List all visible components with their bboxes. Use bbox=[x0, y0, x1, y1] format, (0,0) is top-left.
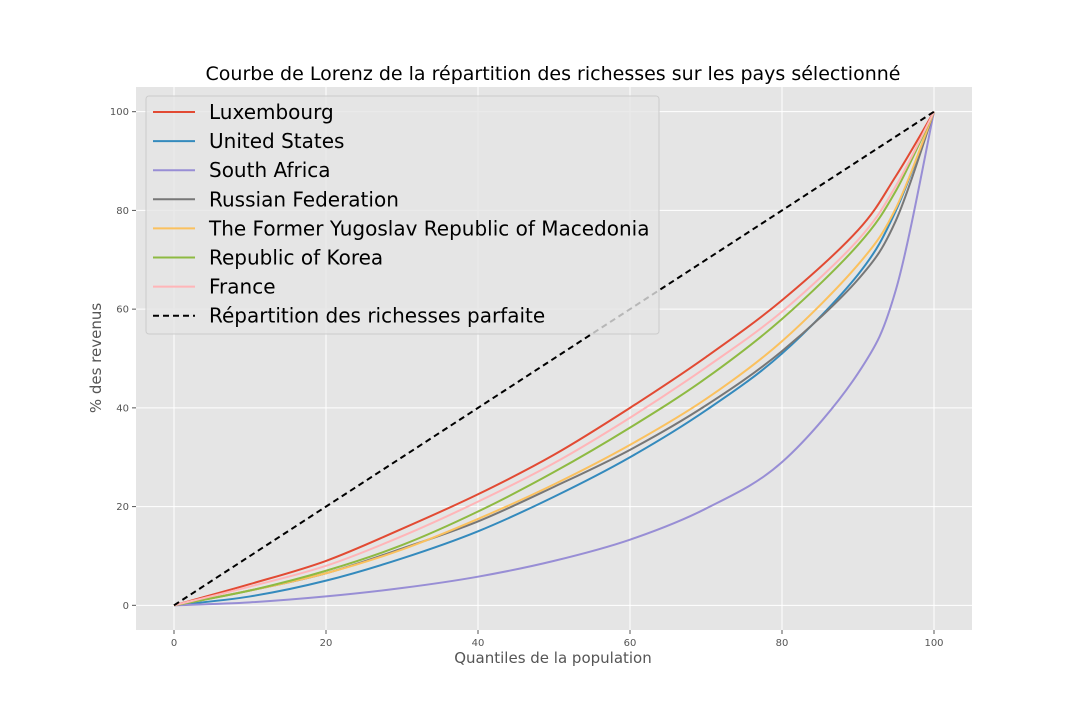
series-line-2 bbox=[173, 111, 935, 607]
x-tick-label: 40 bbox=[472, 638, 485, 649]
legend-label: South Africa bbox=[209, 158, 331, 182]
x-axis-label: Quantiles de la population bbox=[454, 649, 652, 667]
chart-title: Courbe de Lorenz de la répartition des r… bbox=[206, 63, 901, 85]
series-line-5 bbox=[173, 111, 935, 607]
x-tick-label: 80 bbox=[776, 638, 789, 649]
y-tick-label: 20 bbox=[116, 502, 129, 513]
legend-box bbox=[145, 95, 660, 335]
y-tick-label: 100 bbox=[110, 107, 129, 118]
x-tick-label: 20 bbox=[320, 638, 333, 649]
series-line-0 bbox=[173, 111, 935, 607]
x-tick-label: 100 bbox=[924, 638, 943, 649]
series-line-1 bbox=[173, 111, 935, 607]
y-tick-label: 0 bbox=[123, 601, 129, 612]
y-axis-label: % des revenus bbox=[87, 303, 105, 414]
legend-label: Russian Federation bbox=[209, 187, 399, 211]
x-tick-label: 60 bbox=[624, 638, 637, 649]
series-line-7 bbox=[173, 110, 935, 607]
legend: Luxembourg United States South Africa Russi… bbox=[145, 95, 660, 335]
legend-label: Répartition des richesses parfaite bbox=[209, 304, 545, 328]
legend-label: Republic of Korea bbox=[209, 246, 383, 270]
series-line-6 bbox=[173, 111, 935, 607]
y-tick-label: 60 bbox=[116, 305, 129, 316]
y-tick-label: 80 bbox=[116, 206, 129, 217]
series-lines bbox=[173, 110, 935, 607]
legend-label: The Former Yugoslav Republic of Macedoni… bbox=[208, 216, 649, 240]
axis-ticks: 0 20 40 60 80 100 0 20 40 60 80 100 bbox=[110, 107, 944, 649]
legend-label: France bbox=[209, 275, 276, 299]
legend-label: Luxembourg bbox=[209, 100, 334, 124]
legend-label: United States bbox=[209, 129, 344, 153]
x-tick-label: 0 bbox=[171, 638, 177, 649]
series-line-4 bbox=[173, 111, 935, 607]
y-tick-label: 40 bbox=[116, 403, 129, 414]
